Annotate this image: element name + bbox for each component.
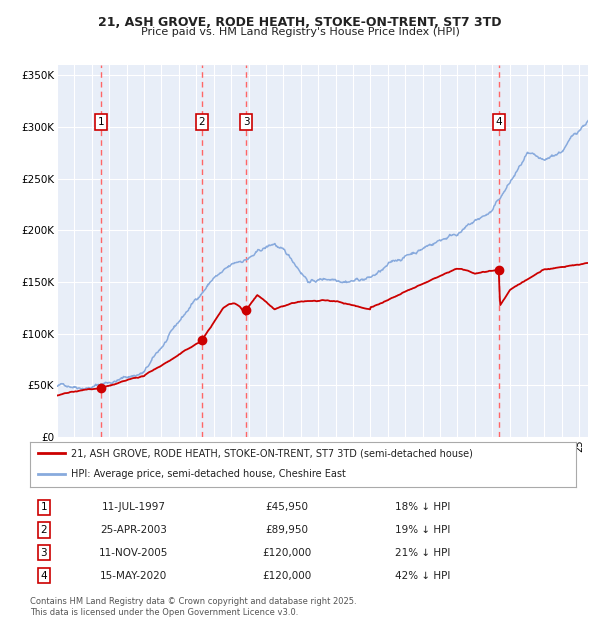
Text: 2: 2 (40, 525, 47, 535)
Text: 2: 2 (199, 117, 205, 127)
Text: 25-APR-2003: 25-APR-2003 (100, 525, 167, 535)
Text: HPI: Average price, semi-detached house, Cheshire East: HPI: Average price, semi-detached house,… (71, 469, 346, 479)
Text: 4: 4 (496, 117, 502, 127)
Text: £89,950: £89,950 (265, 525, 308, 535)
Text: 42% ↓ HPI: 42% ↓ HPI (395, 570, 451, 580)
Text: 19% ↓ HPI: 19% ↓ HPI (395, 525, 451, 535)
Text: 21% ↓ HPI: 21% ↓ HPI (395, 547, 451, 558)
Text: 3: 3 (243, 117, 250, 127)
Text: 21, ASH GROVE, RODE HEATH, STOKE-ON-TRENT, ST7 3TD: 21, ASH GROVE, RODE HEATH, STOKE-ON-TREN… (98, 16, 502, 29)
Text: 18% ↓ HPI: 18% ↓ HPI (395, 502, 451, 512)
Text: 21, ASH GROVE, RODE HEATH, STOKE-ON-TRENT, ST7 3TD (semi-detached house): 21, ASH GROVE, RODE HEATH, STOKE-ON-TREN… (71, 448, 473, 458)
Text: 15-MAY-2020: 15-MAY-2020 (100, 570, 167, 580)
Text: Contains HM Land Registry data © Crown copyright and database right 2025.
This d: Contains HM Land Registry data © Crown c… (30, 598, 356, 617)
Text: £120,000: £120,000 (262, 570, 311, 580)
Text: 4: 4 (40, 570, 47, 580)
Text: 11-NOV-2005: 11-NOV-2005 (99, 547, 169, 558)
Text: 11-JUL-1997: 11-JUL-1997 (102, 502, 166, 512)
Text: 1: 1 (40, 502, 47, 512)
Text: 3: 3 (40, 547, 47, 558)
Text: £45,950: £45,950 (265, 502, 308, 512)
Text: 1: 1 (98, 117, 104, 127)
Text: £120,000: £120,000 (262, 547, 311, 558)
Text: Price paid vs. HM Land Registry's House Price Index (HPI): Price paid vs. HM Land Registry's House … (140, 27, 460, 37)
